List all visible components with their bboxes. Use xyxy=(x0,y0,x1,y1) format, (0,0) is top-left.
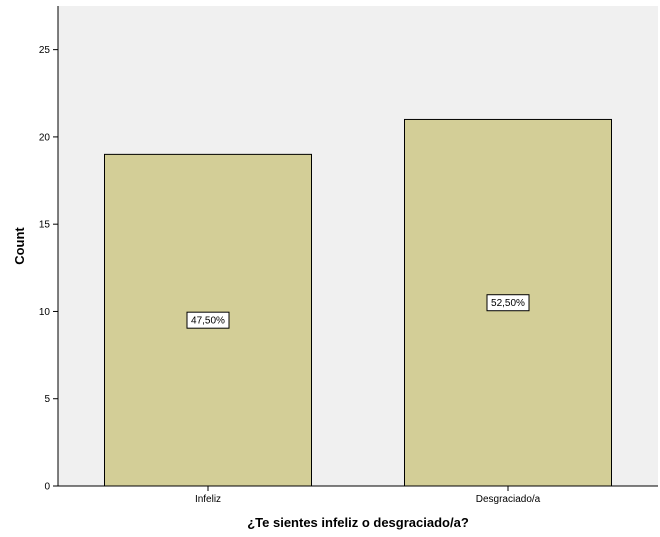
data-label: 52,50% xyxy=(491,298,525,309)
y-tick-label: 0 xyxy=(44,482,50,493)
y-tick-label: 15 xyxy=(39,220,51,231)
bars: 47,50% 52,50% xyxy=(104,118,612,487)
x-axis-title: ¿Te sientes infeliz o desgraciado/a? xyxy=(247,515,469,530)
y-tick-label: 10 xyxy=(39,307,51,318)
data-label-box xyxy=(486,294,530,312)
data-label-box xyxy=(186,311,230,329)
x-tick-label: Desgraciado/a xyxy=(476,494,541,505)
x-tick-label: Infeliz xyxy=(195,494,221,505)
bar xyxy=(104,153,312,487)
y-tick-label: 20 xyxy=(39,132,51,143)
y-axis-title: Count xyxy=(12,227,27,265)
y-tick-label: 5 xyxy=(44,394,50,405)
data-label: 47,50% xyxy=(191,316,225,327)
x-axis-ticks: Infeliz Desgraciado/a xyxy=(195,486,541,505)
y-axis-ticks: 0 5 10 15 20 25 xyxy=(39,45,58,493)
y-tick-label: 25 xyxy=(39,45,51,56)
